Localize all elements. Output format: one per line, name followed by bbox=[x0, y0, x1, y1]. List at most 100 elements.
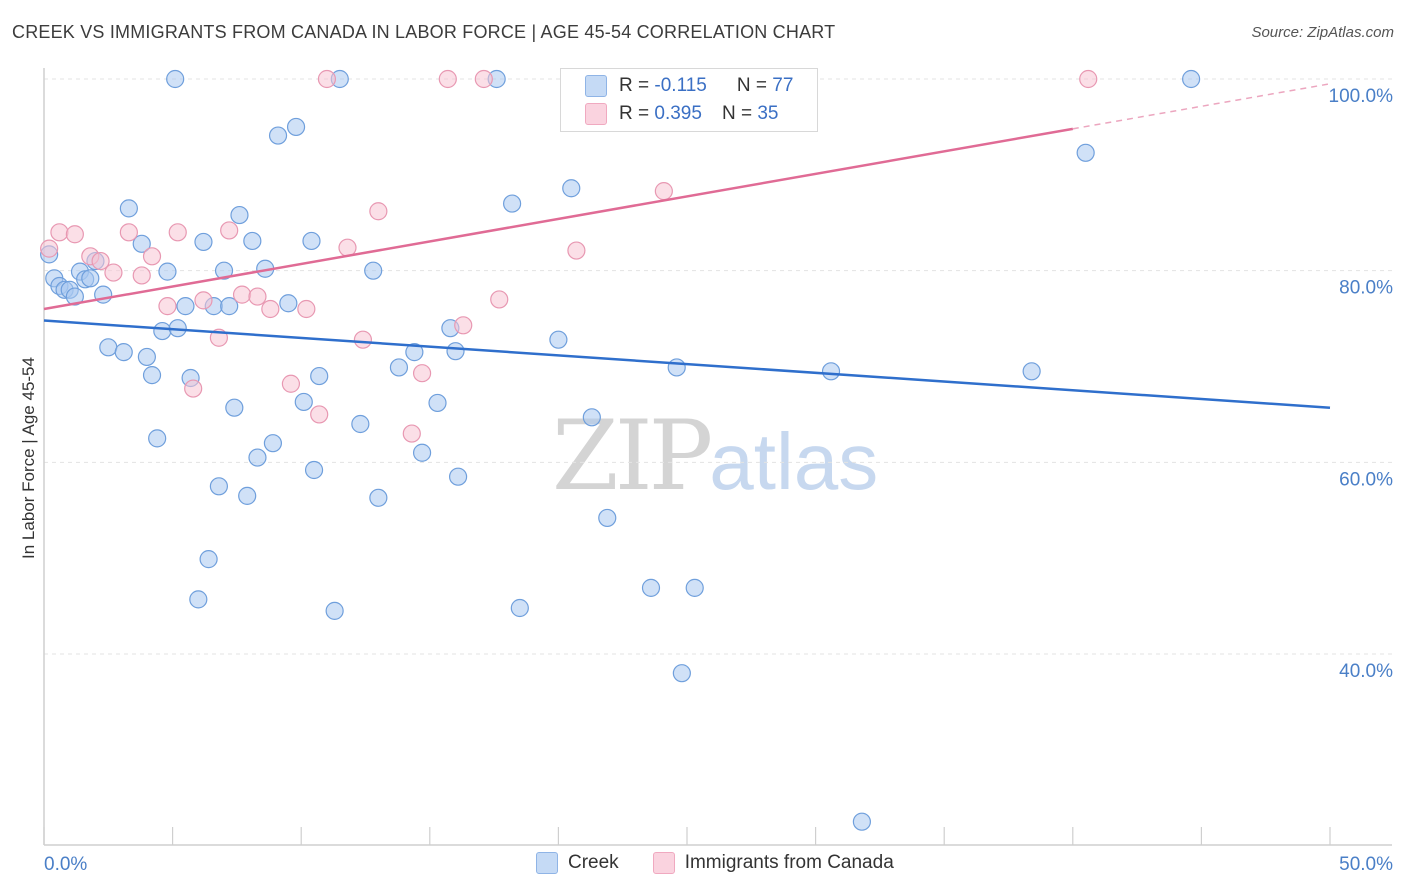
canada-point bbox=[142, 247, 162, 266]
creek-point bbox=[302, 231, 321, 251]
creek-point bbox=[549, 330, 568, 349]
y-tick-label: 40.0% bbox=[1339, 661, 1393, 682]
correlation-box: R = -0.115 N = 77 R = 0.395 N = 35 bbox=[560, 68, 818, 132]
creek-point bbox=[214, 261, 234, 280]
canada-point bbox=[438, 69, 457, 89]
creek-point bbox=[286, 117, 306, 137]
watermark-atlas: atlas bbox=[709, 417, 879, 506]
canada-point bbox=[232, 285, 252, 304]
creek-point bbox=[562, 179, 581, 198]
n-value: 77 bbox=[772, 75, 794, 96]
canada-point bbox=[261, 299, 280, 319]
canada-point bbox=[281, 374, 301, 393]
source-label: Source: ZipAtlas.com bbox=[1251, 24, 1394, 41]
canada-point bbox=[220, 221, 239, 240]
creek-point bbox=[294, 392, 313, 412]
canada-point bbox=[91, 251, 110, 271]
canada-point bbox=[654, 182, 673, 201]
r-label: R = bbox=[619, 103, 650, 124]
creek-point bbox=[852, 812, 871, 831]
creek-point bbox=[230, 205, 249, 225]
canada-point bbox=[158, 297, 177, 316]
creek-point bbox=[369, 488, 388, 507]
n-label: N = bbox=[721, 103, 753, 124]
creek-point bbox=[446, 342, 465, 361]
creek-point bbox=[238, 486, 257, 505]
creek-point bbox=[81, 269, 100, 288]
creek-point bbox=[672, 664, 691, 683]
creek-point bbox=[405, 343, 424, 362]
creek-point bbox=[428, 393, 447, 413]
y-tick-label: 80.0% bbox=[1339, 278, 1393, 299]
creek-point bbox=[448, 467, 468, 486]
creek-point bbox=[263, 434, 283, 453]
creek-point bbox=[304, 460, 324, 480]
n-value: 35 bbox=[757, 103, 779, 124]
canada-swatch bbox=[585, 103, 607, 125]
creek-point bbox=[268, 126, 288, 145]
creek-point bbox=[142, 366, 162, 385]
r-value: 0.395 bbox=[654, 103, 702, 124]
canada-point bbox=[248, 287, 267, 306]
x-tick-label: 0.0% bbox=[44, 854, 87, 875]
creek-point bbox=[598, 508, 617, 528]
creek-legend-swatch bbox=[536, 852, 558, 874]
legend-item-canada[interactable]: Immigrants from Canada bbox=[652, 852, 894, 874]
creek-point bbox=[248, 448, 267, 467]
legend-label-creek: Creek bbox=[568, 852, 619, 873]
y-tick-label: 100.0% bbox=[1329, 86, 1394, 107]
creek-point bbox=[99, 338, 118, 357]
creek-point bbox=[310, 366, 329, 386]
correlation-row-canada: R = 0.395 N = 35 bbox=[585, 101, 778, 127]
creek-point bbox=[667, 358, 686, 377]
canada-trend-line bbox=[43, 127, 1074, 311]
canada-trend-extension bbox=[1072, 83, 1331, 130]
creek-point bbox=[189, 590, 208, 609]
canada-point bbox=[1079, 69, 1098, 89]
x-tick-label: 50.0% bbox=[1339, 854, 1393, 875]
canada-point bbox=[369, 202, 388, 221]
creek-point bbox=[279, 294, 298, 313]
canada-point bbox=[65, 225, 84, 244]
canada-point bbox=[490, 290, 509, 309]
creek-point bbox=[119, 199, 138, 218]
canada-point bbox=[402, 424, 421, 443]
canada-point bbox=[310, 405, 329, 424]
creek-point bbox=[1022, 362, 1041, 381]
creek-point bbox=[194, 232, 213, 252]
canada-point bbox=[50, 223, 69, 242]
creek-point bbox=[225, 398, 244, 417]
canada-point bbox=[119, 223, 138, 242]
canada-point bbox=[567, 241, 586, 260]
canada-point bbox=[353, 330, 373, 349]
legend-label-canada: Immigrants from Canada bbox=[684, 852, 894, 873]
canada-point bbox=[194, 291, 213, 310]
y-tick-label: 60.0% bbox=[1339, 469, 1393, 490]
creek-point bbox=[685, 578, 704, 597]
creek-point bbox=[412, 443, 432, 462]
creek-point bbox=[153, 321, 172, 341]
creek-point bbox=[510, 598, 529, 618]
creek-point bbox=[176, 297, 195, 316]
creek-point bbox=[199, 550, 218, 569]
creek-trend-line bbox=[43, 319, 1331, 409]
correlation-row-creek: R = -0.115 N = 77 bbox=[585, 73, 793, 99]
canada-point bbox=[317, 69, 337, 89]
creek-point bbox=[209, 477, 228, 496]
canada-point bbox=[412, 364, 432, 383]
creek-point bbox=[503, 194, 522, 213]
watermark-zip: ZIP bbox=[552, 400, 713, 512]
creek-point bbox=[1076, 143, 1095, 162]
creek-point bbox=[641, 578, 661, 597]
r-label: R = bbox=[619, 75, 650, 96]
legend-item-creek[interactable]: Creek bbox=[536, 852, 619, 874]
watermark: ZIPatlas bbox=[552, 400, 878, 512]
legend: Creek Immigrants from Canada bbox=[536, 852, 918, 874]
canada-point bbox=[297, 299, 316, 319]
canada-point bbox=[104, 263, 123, 282]
creek-point bbox=[351, 414, 370, 434]
creek-point bbox=[158, 262, 177, 281]
canada-point bbox=[168, 223, 187, 242]
creek-point bbox=[166, 69, 185, 89]
